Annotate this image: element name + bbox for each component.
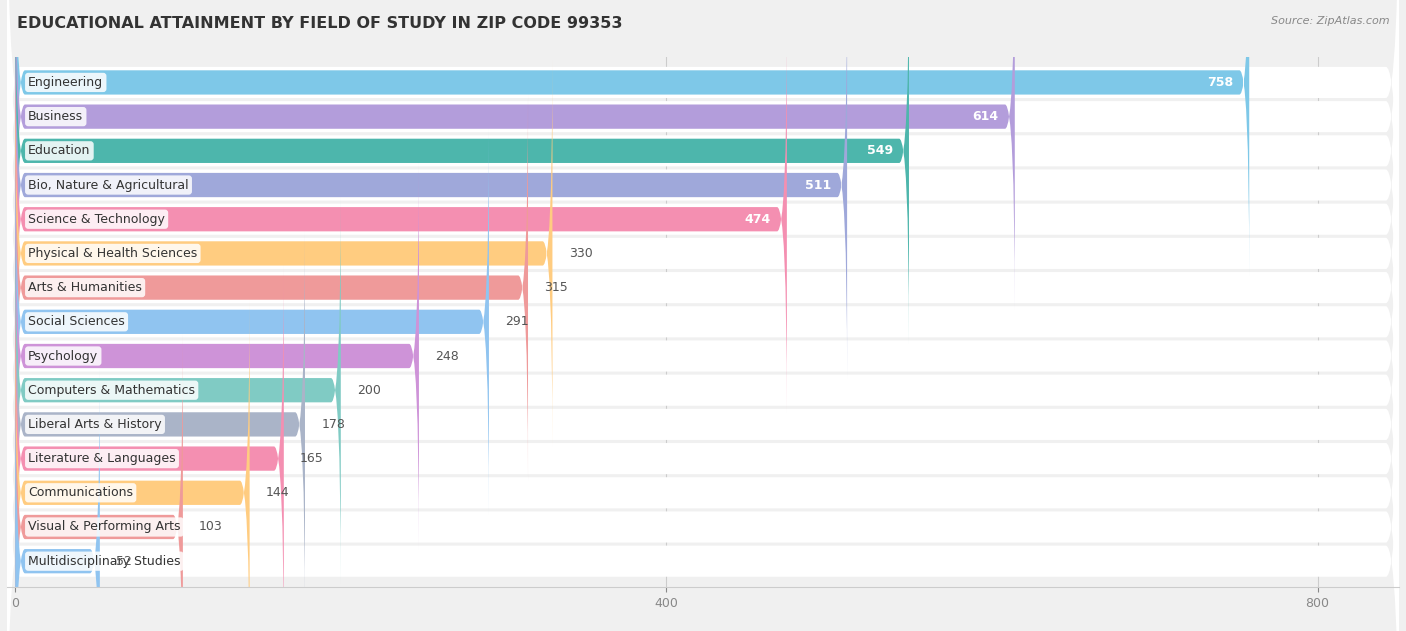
Text: 549: 549 <box>866 144 893 157</box>
FancyBboxPatch shape <box>15 197 340 583</box>
FancyBboxPatch shape <box>7 30 1399 546</box>
FancyBboxPatch shape <box>15 0 846 378</box>
FancyBboxPatch shape <box>7 0 1399 512</box>
Text: 291: 291 <box>505 316 529 328</box>
Text: Arts & Humanities: Arts & Humanities <box>28 281 142 294</box>
Text: 200: 200 <box>357 384 381 397</box>
Text: 511: 511 <box>804 179 831 192</box>
FancyBboxPatch shape <box>15 0 908 344</box>
FancyBboxPatch shape <box>15 300 250 631</box>
FancyBboxPatch shape <box>15 232 305 618</box>
Text: Source: ZipAtlas.com: Source: ZipAtlas.com <box>1271 16 1389 26</box>
Text: 315: 315 <box>544 281 568 294</box>
FancyBboxPatch shape <box>7 0 1399 409</box>
Text: Business: Business <box>28 110 83 123</box>
Text: Bio, Nature & Agricultural: Bio, Nature & Agricultural <box>28 179 188 192</box>
FancyBboxPatch shape <box>7 303 1399 631</box>
Text: Multidisciplinary Studies: Multidisciplinary Studies <box>28 555 181 568</box>
FancyBboxPatch shape <box>7 235 1399 631</box>
FancyBboxPatch shape <box>7 269 1399 631</box>
FancyBboxPatch shape <box>15 334 183 631</box>
Text: Social Sciences: Social Sciences <box>28 316 125 328</box>
FancyBboxPatch shape <box>7 132 1399 631</box>
Text: 474: 474 <box>744 213 770 226</box>
Text: Physical & Health Sciences: Physical & Health Sciences <box>28 247 197 260</box>
Text: 144: 144 <box>266 487 290 499</box>
FancyBboxPatch shape <box>15 0 1249 276</box>
FancyBboxPatch shape <box>7 0 1399 477</box>
Text: Education: Education <box>28 144 90 157</box>
Text: Computers & Mathematics: Computers & Mathematics <box>28 384 195 397</box>
FancyBboxPatch shape <box>7 0 1399 443</box>
FancyBboxPatch shape <box>15 0 1015 310</box>
FancyBboxPatch shape <box>15 266 284 631</box>
FancyBboxPatch shape <box>15 163 419 549</box>
Text: Literature & Languages: Literature & Languages <box>28 452 176 465</box>
FancyBboxPatch shape <box>15 61 553 447</box>
Text: EDUCATIONAL ATTAINMENT BY FIELD OF STUDY IN ZIP CODE 99353: EDUCATIONAL ATTAINMENT BY FIELD OF STUDY… <box>17 16 623 31</box>
Text: Science & Technology: Science & Technology <box>28 213 165 226</box>
Text: 248: 248 <box>436 350 458 362</box>
FancyBboxPatch shape <box>15 368 100 631</box>
Text: 52: 52 <box>117 555 132 568</box>
FancyBboxPatch shape <box>7 201 1399 631</box>
FancyBboxPatch shape <box>7 0 1399 375</box>
Text: 614: 614 <box>973 110 998 123</box>
Text: 103: 103 <box>200 521 224 533</box>
FancyBboxPatch shape <box>15 95 529 481</box>
FancyBboxPatch shape <box>15 26 787 412</box>
FancyBboxPatch shape <box>7 167 1399 631</box>
Text: 165: 165 <box>299 452 323 465</box>
Text: 178: 178 <box>321 418 344 431</box>
Text: Visual & Performing Arts: Visual & Performing Arts <box>28 521 181 533</box>
FancyBboxPatch shape <box>7 64 1399 580</box>
Text: Communications: Communications <box>28 487 134 499</box>
Text: Liberal Arts & History: Liberal Arts & History <box>28 418 162 431</box>
Text: Engineering: Engineering <box>28 76 103 89</box>
FancyBboxPatch shape <box>7 0 1399 341</box>
Text: Psychology: Psychology <box>28 350 98 362</box>
FancyBboxPatch shape <box>7 98 1399 614</box>
FancyBboxPatch shape <box>15 129 489 515</box>
Text: 758: 758 <box>1206 76 1233 89</box>
Text: 330: 330 <box>568 247 592 260</box>
